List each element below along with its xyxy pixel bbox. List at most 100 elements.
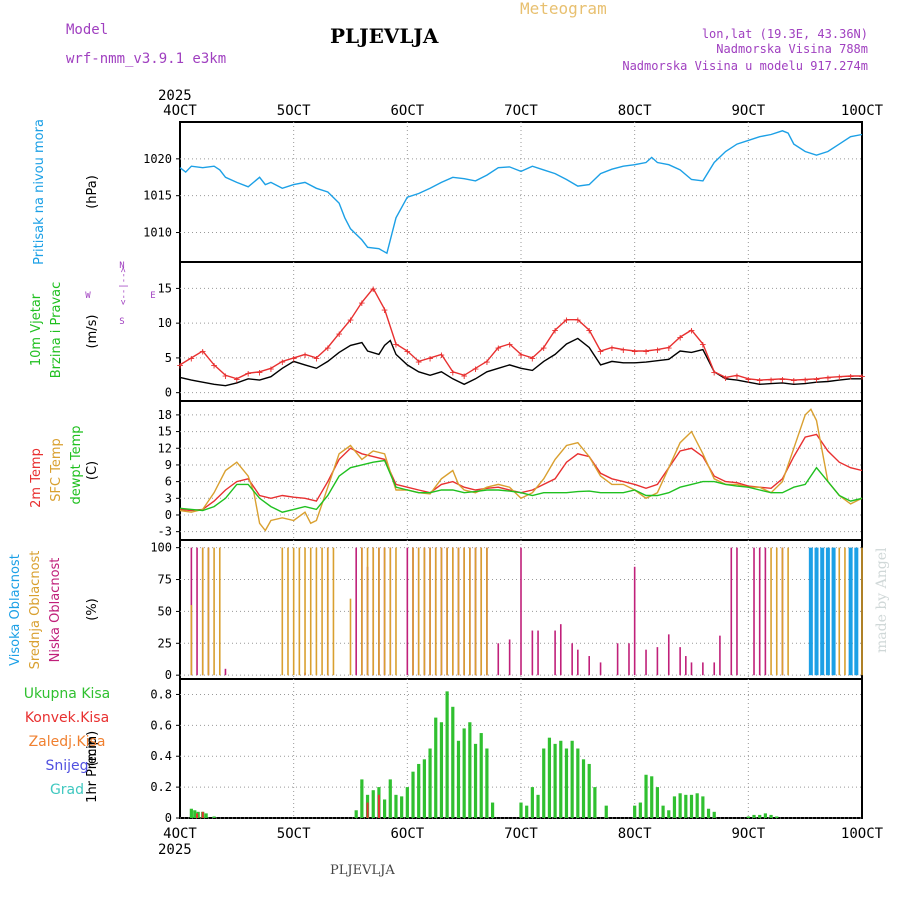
bar-ukupna kisa [473, 743, 478, 818]
gust-marker: + [268, 362, 275, 375]
bar-niska [520, 547, 522, 676]
x-tick-bottom: 9OCT [731, 826, 765, 842]
bar-srednja [389, 547, 392, 676]
dir-key-s: S [119, 317, 124, 327]
y-tick-label: 5 [165, 351, 172, 365]
model-label: Model [66, 22, 108, 38]
bar-niska [224, 668, 227, 676]
bar-srednja [372, 547, 375, 676]
panel-label: SFC Temp [49, 438, 64, 502]
gust-marker: + [779, 373, 786, 386]
bar-niska [719, 635, 721, 676]
bar-srednja [787, 547, 789, 676]
bar-srednja [326, 547, 329, 676]
bar-srednja [332, 547, 335, 676]
gust-marker: + [847, 370, 854, 383]
bar-niska [690, 662, 693, 676]
panel-label: 10m Vjetar [29, 293, 44, 366]
gust-marker: + [734, 369, 741, 382]
bar-ukupna kisa [193, 810, 197, 818]
y-tick-label: 6 [165, 475, 172, 489]
x-tick-bottom: 6OCT [390, 826, 424, 842]
y-tick-label: 0 [165, 811, 172, 825]
bar-niska [599, 662, 602, 676]
gust-marker: + [347, 314, 354, 327]
gust-marker: + [324, 341, 331, 354]
bar-konvekkisa [196, 813, 199, 818]
y-tick-label: 0 [165, 508, 172, 522]
bar-ukupna kisa [559, 740, 563, 818]
bar-srednja [395, 547, 397, 676]
bar-niska [656, 647, 659, 676]
bar-niska [406, 547, 409, 676]
bar-srednja [417, 547, 420, 676]
bar-srednja [474, 547, 477, 676]
gust-marker: + [711, 366, 718, 379]
bar-ukupna kisa [650, 776, 654, 818]
bar-srednja [434, 547, 437, 676]
unit-label: (m/s) [85, 315, 100, 349]
bar-ukupna kisa [587, 763, 591, 818]
panel-label: Brzina i Pravac [49, 282, 64, 379]
bar-ukupna kisa [689, 794, 694, 818]
bar-ukupna kisa [638, 802, 642, 818]
bar-niska [559, 624, 562, 676]
watermark-text: made by Angel [874, 547, 890, 653]
bar-niska [355, 547, 357, 676]
bar-niska [667, 634, 670, 676]
y-tick-label: 15 [158, 425, 172, 439]
unit-label: (%) [85, 598, 100, 621]
bar-srednja [190, 605, 193, 676]
gust-marker: + [700, 338, 707, 351]
x-tick-bottom: 10OCT [841, 826, 884, 842]
gust-marker: + [597, 345, 604, 358]
unit-label: (C) [85, 461, 100, 480]
bar-ukupna kisa [644, 774, 648, 818]
series-dewpt-temp [179, 459, 863, 513]
bar-ukupna kisa [468, 722, 472, 818]
bar-ukupna kisa [479, 733, 483, 818]
gust-marker: + [506, 338, 513, 351]
gust-marker: + [177, 359, 184, 372]
bar-visoka [825, 547, 830, 676]
bar-ukupna kisa [411, 771, 415, 818]
gust-marker: + [540, 341, 547, 354]
bar-ukupna kisa [428, 748, 432, 818]
bar-niska [645, 649, 647, 676]
bar-srednja [281, 547, 284, 676]
bar-visoka [820, 547, 825, 676]
gust-marker: + [677, 331, 684, 344]
y-tick-label: 75 [158, 573, 172, 587]
gust-marker: + [529, 352, 536, 365]
y-tick-label: 0.2 [150, 780, 172, 794]
bar-ukupna kisa [388, 779, 392, 818]
gust-marker: + [563, 314, 570, 327]
bar-niska [577, 649, 579, 676]
footer-station: PLJEVLJA [330, 863, 395, 878]
bar-ukupna kisa [769, 814, 773, 818]
bar-ukupna kisa [547, 737, 552, 818]
precip-legend-item: Konvek.Kisa [25, 710, 109, 726]
gust-marker: + [415, 355, 422, 368]
gust-marker: + [279, 355, 286, 368]
gust-marker: + [859, 370, 866, 383]
gust-marker: + [836, 371, 843, 384]
bar-konvekkisa [201, 811, 204, 818]
bar-ukupna kisa [684, 794, 688, 818]
bar-ukupna kisa [400, 796, 404, 818]
gust-marker: + [199, 345, 206, 358]
bar-ukupna kisa [485, 748, 489, 818]
gust-marker: + [290, 352, 297, 365]
gust-marker: + [245, 367, 252, 380]
precip-legend-item: Ukupna Kisa [24, 686, 111, 702]
gust-marker: + [438, 348, 445, 361]
gust-marker: + [393, 338, 400, 351]
bar-niska [753, 547, 755, 676]
panel-label: 2m Temp [29, 448, 44, 508]
bar-niska [588, 656, 590, 676]
panel-precip [179, 678, 863, 819]
y-tick-label: 0 [165, 386, 172, 400]
bar-ukupna kisa [360, 779, 364, 818]
gust-marker: + [370, 282, 377, 295]
